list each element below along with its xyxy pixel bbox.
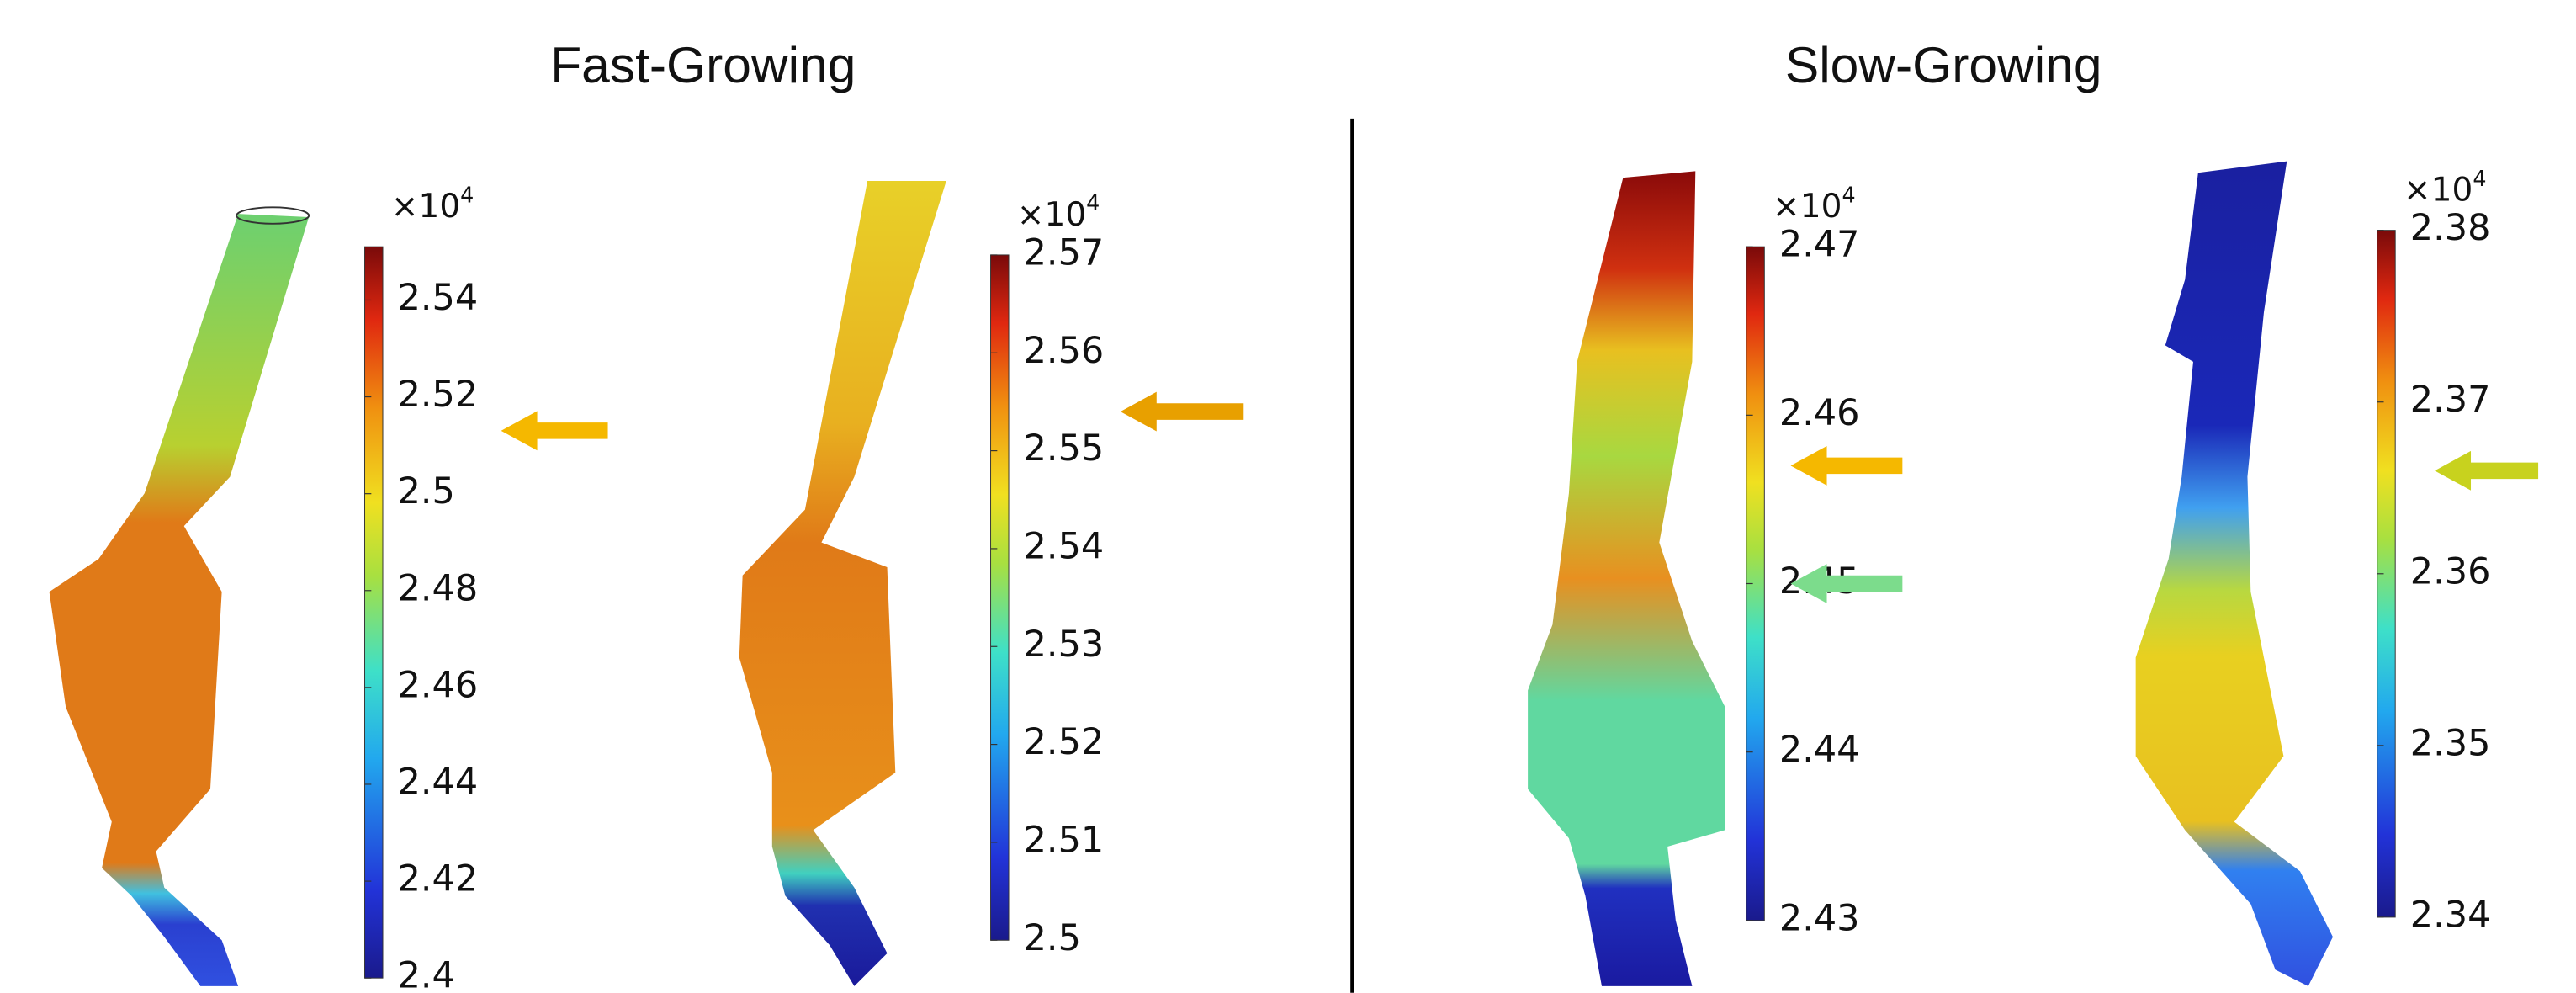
tick-label: 2.35 — [2410, 722, 2491, 764]
tick-label: 2.37 — [2410, 379, 2491, 421]
tick-label: 2.48 — [398, 567, 479, 609]
colorbar — [991, 255, 1009, 940]
tick-label: 2.54 — [398, 277, 479, 319]
colorbar-multiplier: ×104 — [391, 182, 474, 226]
tick-label: 2.42 — [398, 858, 479, 900]
group-title: Slow-Growing — [1785, 36, 2102, 93]
vessel — [50, 214, 310, 986]
arrow — [501, 411, 608, 450]
tick-label: 2.53 — [1024, 624, 1105, 666]
tick-label: 2.5 — [398, 470, 455, 512]
multiplier-base: ×10 — [1773, 188, 1842, 226]
vessel — [1528, 171, 1725, 986]
colorbar-multiplier: ×104 — [2404, 166, 2487, 210]
tick-label: 2.46 — [1779, 392, 1860, 434]
tick-label: 2.36 — [2410, 550, 2491, 592]
tick-label: 2.38 — [2410, 207, 2491, 249]
figure: Fast-Growing×1042.42.422.442.462.482.52.… — [0, 0, 2576, 993]
multiplier-base: ×10 — [2404, 171, 2473, 209]
tick-label: 2.55 — [1024, 427, 1105, 470]
arrow — [1791, 446, 1903, 486]
tick-label: 2.4 — [398, 955, 455, 993]
vessel — [2136, 162, 2333, 986]
colorbar-multiplier: ×104 — [1773, 182, 1856, 226]
tick-label: 2.51 — [1024, 819, 1105, 861]
tick-label: 2.5 — [1024, 917, 1081, 959]
tick-label: 2.44 — [398, 761, 479, 803]
multiplier-exponent: 4 — [2473, 166, 2486, 191]
multiplier-exponent: 4 — [1842, 182, 1855, 207]
tick-label: 2.46 — [398, 664, 479, 706]
tick-label: 2.52 — [398, 374, 479, 416]
tick-label: 2.47 — [1779, 224, 1860, 266]
colorbar — [365, 247, 383, 978]
arrow — [2435, 451, 2538, 491]
multiplier-base: ×10 — [1017, 196, 1086, 234]
tick-label: 2.43 — [1779, 897, 1860, 939]
group-title: Fast-Growing — [550, 36, 856, 93]
tick-label: 2.52 — [1024, 721, 1105, 763]
multiplier-exponent: 4 — [1086, 190, 1100, 215]
tick-label: 2.56 — [1024, 330, 1105, 372]
tick-label: 2.34 — [2410, 894, 2491, 936]
vessel — [739, 181, 946, 986]
multiplier-exponent: 4 — [460, 182, 474, 207]
tick-label: 2.44 — [1779, 729, 1860, 771]
tick-label: 2.54 — [1024, 525, 1105, 567]
colorbar-multiplier: ×104 — [1017, 190, 1100, 234]
multiplier-base: ×10 — [391, 188, 460, 226]
tick-label: 2.57 — [1024, 231, 1105, 273]
arrow — [1121, 392, 1243, 432]
